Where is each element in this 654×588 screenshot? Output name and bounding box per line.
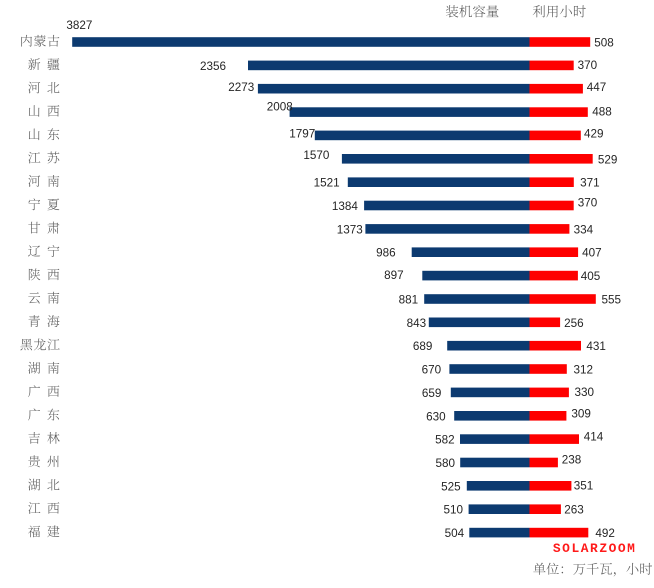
- svg-text:1384: 1384: [332, 200, 359, 213]
- svg-text:SOLARZOOM: SOLARZOOM: [553, 541, 637, 556]
- svg-text:312: 312: [574, 364, 594, 377]
- svg-text:488: 488: [592, 106, 612, 119]
- svg-text:580: 580: [435, 457, 455, 470]
- svg-text:529: 529: [598, 153, 618, 166]
- svg-text:405: 405: [581, 270, 601, 283]
- svg-text:370: 370: [578, 197, 598, 210]
- svg-text:238: 238: [562, 454, 582, 467]
- svg-text:2008: 2008: [267, 101, 293, 114]
- svg-text:582: 582: [435, 434, 455, 447]
- svg-text:670: 670: [422, 364, 442, 377]
- svg-text:330: 330: [575, 386, 595, 399]
- svg-text:1521: 1521: [314, 177, 340, 190]
- svg-text:1797: 1797: [289, 127, 315, 140]
- svg-text:525: 525: [441, 480, 461, 493]
- svg-text:447: 447: [587, 81, 607, 94]
- svg-text:555: 555: [602, 294, 622, 307]
- svg-text:897: 897: [384, 269, 404, 282]
- svg-text:1373: 1373: [337, 223, 363, 236]
- svg-text:881: 881: [399, 294, 419, 307]
- svg-text:1570: 1570: [303, 149, 330, 162]
- svg-text:256: 256: [564, 317, 584, 330]
- svg-text:351: 351: [574, 479, 594, 492]
- svg-text:510: 510: [443, 504, 463, 517]
- svg-text:986: 986: [376, 247, 396, 260]
- svg-text:630: 630: [426, 410, 446, 423]
- svg-text:431: 431: [586, 340, 606, 353]
- svg-text:309: 309: [571, 408, 591, 421]
- svg-text:689: 689: [413, 340, 433, 353]
- svg-text:843: 843: [407, 317, 427, 330]
- svg-text:263: 263: [564, 504, 584, 517]
- svg-text:334: 334: [574, 223, 594, 236]
- svg-text:370: 370: [578, 59, 598, 72]
- svg-text:414: 414: [584, 431, 604, 444]
- svg-text:508: 508: [594, 37, 614, 50]
- svg-text:492: 492: [595, 527, 615, 540]
- svg-text:371: 371: [580, 177, 600, 190]
- svg-text:2356: 2356: [200, 60, 226, 73]
- svg-text:659: 659: [422, 387, 442, 400]
- svg-text:407: 407: [582, 247, 602, 260]
- svg-text:3827: 3827: [66, 19, 92, 32]
- svg-text:504: 504: [445, 527, 465, 540]
- svg-text:2273: 2273: [228, 81, 254, 94]
- svg-text:429: 429: [584, 128, 604, 141]
